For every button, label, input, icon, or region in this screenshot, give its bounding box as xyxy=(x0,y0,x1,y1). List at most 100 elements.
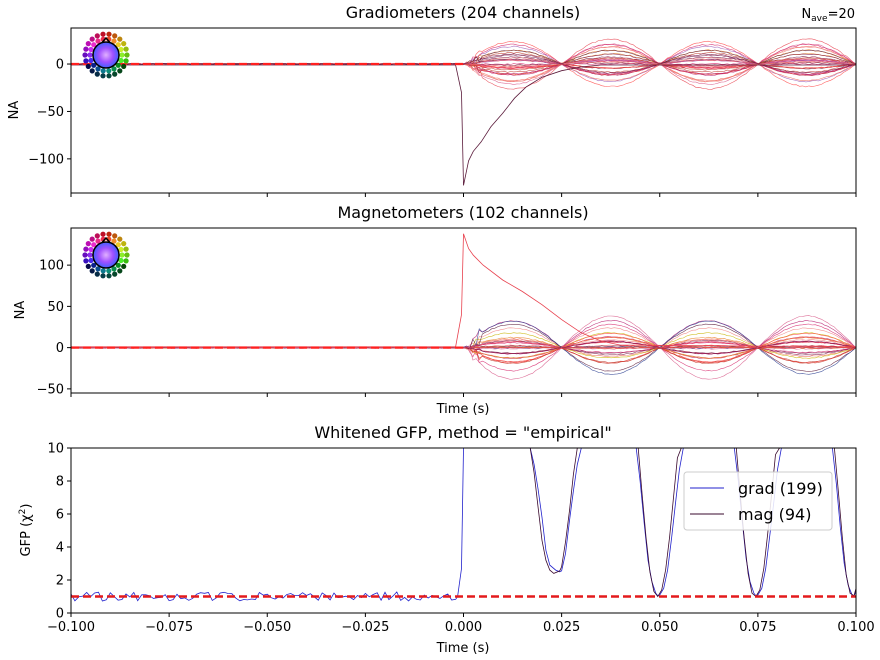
sensor-dot xyxy=(121,263,127,269)
sensor-dot xyxy=(85,41,91,47)
sensor-dot xyxy=(112,233,118,239)
series-line-mag xyxy=(463,448,856,598)
sensor-dot xyxy=(118,257,124,264)
sensor-dot xyxy=(100,268,106,274)
sensor-dot xyxy=(82,52,88,58)
sensor-dot xyxy=(89,68,95,74)
channel-trace xyxy=(71,340,856,355)
sensor-dot xyxy=(123,46,129,52)
sensor-dot xyxy=(106,73,112,79)
sensor-dot xyxy=(119,252,125,258)
sensor-dot xyxy=(89,236,95,242)
ytick-label: −50 xyxy=(37,382,64,397)
legend-label-grad: grad (199) xyxy=(738,479,823,498)
sensor-dot xyxy=(91,62,97,68)
sensor-dot xyxy=(87,252,93,258)
peak-channel-trace xyxy=(71,64,856,186)
legend-label-mag: mag (94) xyxy=(738,505,811,524)
channel-trace xyxy=(71,327,856,349)
grad-yticks: 0 −50 −100 xyxy=(28,58,71,167)
sensor-dot xyxy=(121,41,127,47)
sensor-dot xyxy=(89,268,95,274)
ytick-label: 50 xyxy=(47,300,64,315)
sensor-dot xyxy=(94,271,100,277)
ytick-label: 100 xyxy=(39,259,64,274)
mag-traces xyxy=(71,233,856,380)
xtick-label: −0.025 xyxy=(341,620,389,635)
sensor-dot xyxy=(87,52,93,58)
sensor-dot xyxy=(83,46,89,52)
mag-ylabel: NA xyxy=(13,301,28,320)
peak-channel-trace xyxy=(71,233,856,348)
head-nose xyxy=(101,236,111,243)
nave-annotation: Nave=20 xyxy=(801,7,855,24)
xtick-label: 0.050 xyxy=(641,620,678,635)
ytick-label: 8 xyxy=(56,475,64,490)
mag-sensor-topomap xyxy=(82,231,130,279)
ytick-label: 0 xyxy=(56,58,64,73)
sensor-dot xyxy=(111,266,117,272)
mag-title: Magnetometers (102 channels) xyxy=(337,203,588,222)
sensor-dot xyxy=(111,38,117,44)
sensor-dot xyxy=(111,238,117,244)
ytick-label: 0 xyxy=(56,607,64,622)
sensor-dot xyxy=(106,231,112,237)
sensor-dot xyxy=(117,36,123,42)
ytick-label: −100 xyxy=(28,152,64,167)
sensor-dot xyxy=(83,58,89,64)
sensor-dot xyxy=(123,58,129,64)
sensor-dot xyxy=(85,241,91,247)
sensor-dot xyxy=(88,46,94,53)
sensor-dot xyxy=(124,52,130,58)
nave-value: =20 xyxy=(828,7,855,22)
channel-trace xyxy=(71,346,856,364)
xtick-label: 0.000 xyxy=(445,620,482,635)
sensor-dot xyxy=(115,242,121,248)
channel-trace xyxy=(71,315,856,380)
gradiometer-panel: Gradiometers (204 channels) Nave=20 NA 0… xyxy=(7,3,857,197)
sensor-dot xyxy=(83,258,89,264)
legend-box xyxy=(683,471,833,531)
sensor-dot xyxy=(88,57,94,64)
grad-traces xyxy=(71,38,856,186)
gfp-legend: grad (199) mag (94) xyxy=(683,471,833,531)
sensor-dot xyxy=(111,66,117,72)
sensor-dot xyxy=(112,33,118,39)
sensor-dot xyxy=(123,246,129,252)
head-outline xyxy=(92,41,120,69)
xtick-label: 0.075 xyxy=(739,620,776,635)
xtick-label: −0.075 xyxy=(145,620,193,635)
mag-xlabel: Time (s) xyxy=(436,402,490,417)
grad-ylabel: NA xyxy=(7,101,22,120)
mag-xticks xyxy=(70,393,857,397)
sensor-dot xyxy=(85,63,91,69)
sensor-dot xyxy=(106,68,112,74)
sensor-dot xyxy=(85,263,91,269)
sensor-dot xyxy=(112,71,118,77)
sensor-dot xyxy=(106,268,112,274)
head-outline xyxy=(92,241,120,269)
grad-xticks xyxy=(70,193,857,197)
sensor-dot xyxy=(100,31,106,37)
sensor-dot xyxy=(95,66,101,72)
ytick-label: 2 xyxy=(56,574,64,589)
sensor-dot xyxy=(95,238,101,244)
sensor-dot xyxy=(82,252,88,258)
sensor-dot xyxy=(91,262,97,268)
magnetometer-panel: Magnetometers (102 channels) NA Time (s)… xyxy=(13,203,857,417)
ytick-label: 4 xyxy=(56,541,64,556)
sensor-dot xyxy=(118,246,124,253)
nave-main: N xyxy=(801,7,811,22)
sensor-dot xyxy=(118,46,124,53)
sensor-dot xyxy=(124,252,130,258)
xtick-label: −0.050 xyxy=(243,620,291,635)
sensor-dot xyxy=(115,42,121,48)
sensor-dot xyxy=(115,62,121,68)
sensor-dot xyxy=(115,262,121,268)
sensor-dot xyxy=(112,271,118,277)
series-line-grad xyxy=(71,448,856,602)
grad-axes-frame xyxy=(70,27,857,194)
grad-sensor-topomap xyxy=(82,31,130,79)
sensor-dot xyxy=(117,68,123,74)
